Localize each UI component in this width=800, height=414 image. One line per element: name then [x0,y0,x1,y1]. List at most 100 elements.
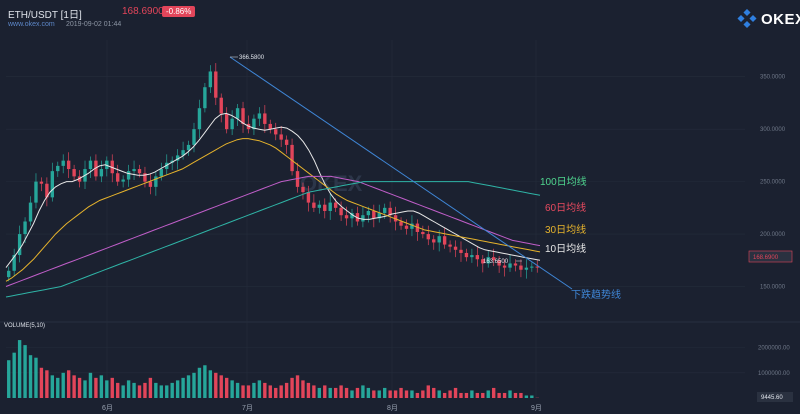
volume-bar [99,375,104,398]
candle-body [502,265,507,268]
volume-last-label: 9445.60 [761,395,783,401]
volume-bar [50,375,55,398]
volume-bar [274,387,278,398]
candle-body [383,207,387,214]
volume-bar [165,385,169,398]
candle-body [508,263,512,268]
candle-body [116,173,120,182]
ma-line [5,181,541,298]
candle-body [350,213,354,219]
price-tick-label: 300.0000 [760,127,786,133]
candle-body [432,239,436,243]
downtrend-line [229,56,573,290]
candle-body [481,259,485,264]
x-tick-label: 9月 [531,404,542,412]
ma-line [5,112,541,268]
volume-bar [470,390,474,398]
candle-body [50,171,55,198]
volume-bar [257,380,262,398]
site-url: www.okex.com [8,21,55,28]
volume-bar [66,370,71,398]
candle-body [306,192,311,203]
ma30-label: 30日均线 [545,223,586,236]
volume-bar [154,382,158,398]
candle-body [192,129,196,145]
volume-bar [464,392,469,398]
volume-bar [475,392,480,398]
price-change-badge: -0.86% [162,6,196,17]
volume-bar [224,377,229,398]
high-label: 366.5800 [239,55,265,61]
candle-body [126,171,131,180]
candle-body [437,236,441,243]
volume-bar [317,387,322,398]
pair-label: ETH/USDT [8,10,58,21]
volume-bar [344,387,349,398]
candle-body [339,207,343,216]
volume-bar [203,365,207,398]
candle-body [344,215,349,219]
last-price-label: 168.6900 [753,255,779,261]
candle-body [268,123,272,130]
last-price-box [748,250,793,263]
candle-body [132,169,136,172]
candle-body [453,246,458,250]
ma60-label: 60日均线 [545,201,586,214]
candle-body [66,160,71,170]
volume-bar [28,355,33,398]
candle-body [323,204,327,211]
volume-bar [116,382,120,398]
candle-body [524,267,529,270]
volume-bar [290,377,294,398]
volume-bar [301,380,305,398]
volume-bar [17,340,22,398]
volume-bar [83,380,87,398]
volume-bar [246,385,251,398]
candle-body [61,160,65,166]
volume-bar [372,390,376,398]
volume-bar [88,372,93,398]
candle-body [181,150,185,156]
ma10-label: 10日均线 [545,242,586,255]
volume-bar [148,377,153,398]
candle-body [328,202,332,211]
volume-bar [110,377,114,398]
volume-tick-label: 1000000.00 [758,371,790,377]
candle-body [279,134,283,140]
volume-bar [72,375,76,398]
candle-body [17,234,22,256]
volume-bar [159,385,163,398]
volume-bar [39,367,44,398]
okex-logo-icon [737,9,757,29]
candle-body [77,176,82,182]
candle-body [186,144,191,151]
volume-bar [383,387,387,398]
candle-body [241,108,245,124]
volume-bar [105,380,109,398]
candle-body [404,225,409,229]
volume-bar [388,390,392,398]
candle-body [34,181,38,203]
candle-body [208,71,213,88]
candle-body [388,207,392,216]
volume-bar [175,380,180,398]
volume-bar [214,372,218,398]
x-tick-label: 7月 [242,404,253,412]
volume-bar [241,385,245,398]
ma100-label: 100日均线 [540,175,587,188]
volume-bar [7,360,11,398]
candle-body [45,183,49,198]
candle-body [475,255,480,260]
volume-bar [56,377,60,398]
volume-bar [181,377,185,398]
candle-body [56,165,60,172]
volume-bar [170,382,174,398]
candle-body [165,162,169,170]
volume-bar [137,385,142,398]
candle-body [312,202,316,208]
volume-bar [252,382,256,398]
volume-bar [295,375,300,398]
volume-bar [497,392,501,398]
candle-body [377,213,381,219]
